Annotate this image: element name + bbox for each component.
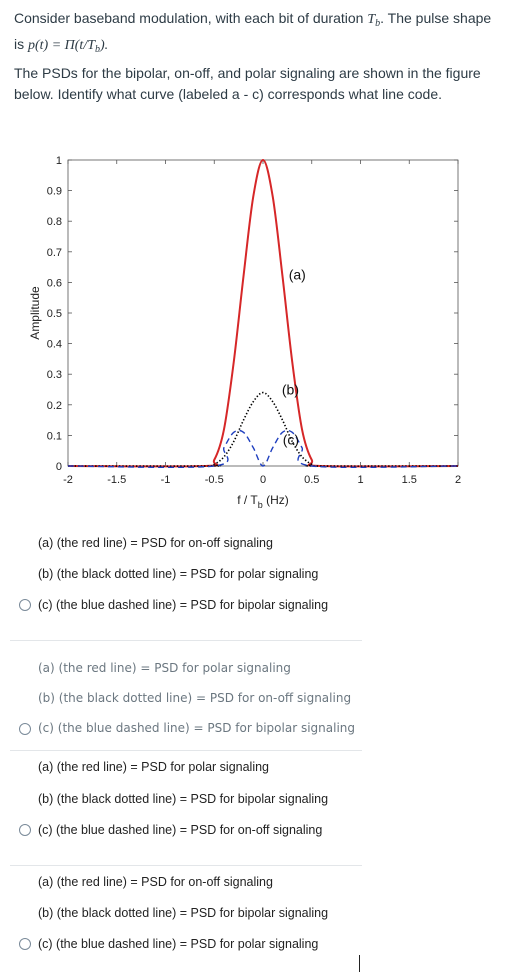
y-tick-label: 0.3 [47, 369, 62, 381]
question-line2: is [14, 36, 28, 52]
divider [10, 750, 362, 751]
x-tick-label: 1 [357, 474, 363, 486]
option-1-line-c: (c) (the blue dashed line) = PSD for bip… [38, 598, 329, 612]
x-tick-label: 2 [455, 474, 461, 486]
y-tick-label: 0.1 [47, 430, 62, 442]
option-4-line-b: (b) (the black dotted line) = PSD for bi… [38, 906, 329, 920]
option-3-radio[interactable] [19, 824, 31, 836]
option-1-line-a: (a) (the red line) = PSD for on-off sign… [38, 536, 273, 550]
math-tb: Tb [367, 12, 381, 29]
y-tick-label: 0.8 [47, 216, 62, 228]
question-text: Consider baseband modulation, with each … [14, 8, 504, 60]
pulse-formula-main: p(t) = Π(t/T [28, 38, 95, 53]
y-tick-label: 0.4 [47, 339, 62, 351]
pulse-formula-end: ). [100, 38, 109, 53]
y-tick-label: 0.7 [47, 247, 62, 259]
option-4-line-a: (a) (the red line) = PSD for on-off sign… [38, 875, 273, 889]
pulse-formula-sub: b [95, 44, 100, 55]
option-2-radio[interactable] [19, 723, 31, 735]
x-tick-label: -0.5 [205, 474, 224, 486]
x-tick-label: -2 [63, 474, 73, 486]
x-axis-label: f / Tb (Hz) [237, 493, 288, 510]
text-cursor [359, 955, 360, 972]
math-sub-b: b [375, 18, 381, 29]
option-1-line-b: (b) (the black dotted line) = PSD for po… [38, 567, 319, 581]
series-line-b [67, 391, 459, 467]
x-tick-label: -1.5 [107, 474, 126, 486]
y-tick-label: 1 [56, 155, 62, 167]
option-4-line-c: (c) (the blue dashed line) = PSD for pol… [38, 937, 319, 951]
divider [10, 640, 362, 641]
option-4-radio[interactable] [19, 938, 31, 950]
x-tick-label: 0.5 [304, 474, 319, 486]
question-line1: Consider baseband modulation, with each … [14, 10, 368, 26]
y-axis-label: Amplitude [28, 286, 42, 340]
y-tick-label: 0 [56, 461, 62, 473]
option-3-line-a: (a) (the red line) = PSD for polar signa… [38, 760, 270, 774]
divider [10, 865, 362, 866]
psd-chart: 0 0.1 0.2 0.3 0.4 0.5 0.6 0.7 0.8 0.9 1 -2 -1.5 -1 -0.… [28, 155, 461, 510]
curve-label-2: (c) [283, 432, 299, 448]
question-paragraph: The PSDs for the bipolar, on-off, and po… [14, 65, 481, 102]
y-tick-label: 0.2 [47, 400, 62, 412]
x-tick-label: 0 [260, 474, 266, 486]
series-line-a [67, 158, 459, 468]
option-3-line-c: (c) (the blue dashed line) = PSD for on-… [38, 823, 323, 837]
series-line-c [67, 429, 459, 469]
plot-frame [67, 159, 459, 467]
curve-label-0: (a) [289, 266, 306, 282]
x-tick-label: -1 [161, 474, 171, 486]
y-tick-label: 0.5 [47, 308, 62, 320]
option-1-radio[interactable] [19, 599, 31, 611]
x-tick-label: 1.5 [402, 474, 417, 486]
math-t: T [367, 12, 376, 27]
curve-label-1: (b) [282, 382, 299, 398]
option-2-line-a: (a) (the red line) = PSD for polar signa… [38, 661, 291, 675]
option-2-line-b: (b) (the black dotted line) = PSD for on… [38, 691, 352, 705]
y-tick-label: 0.6 [47, 277, 62, 289]
y-tick-label: 0.9 [47, 186, 62, 198]
option-3-line-b: (b) (the black dotted line) = PSD for bi… [38, 792, 329, 806]
question-line1-end: . The pulse shape [380, 10, 492, 26]
option-2-line-c: (c) (the blue dashed line) = PSD for bip… [38, 721, 356, 735]
pulse-formula: p(t) = Π(t/Tb). [28, 38, 109, 55]
